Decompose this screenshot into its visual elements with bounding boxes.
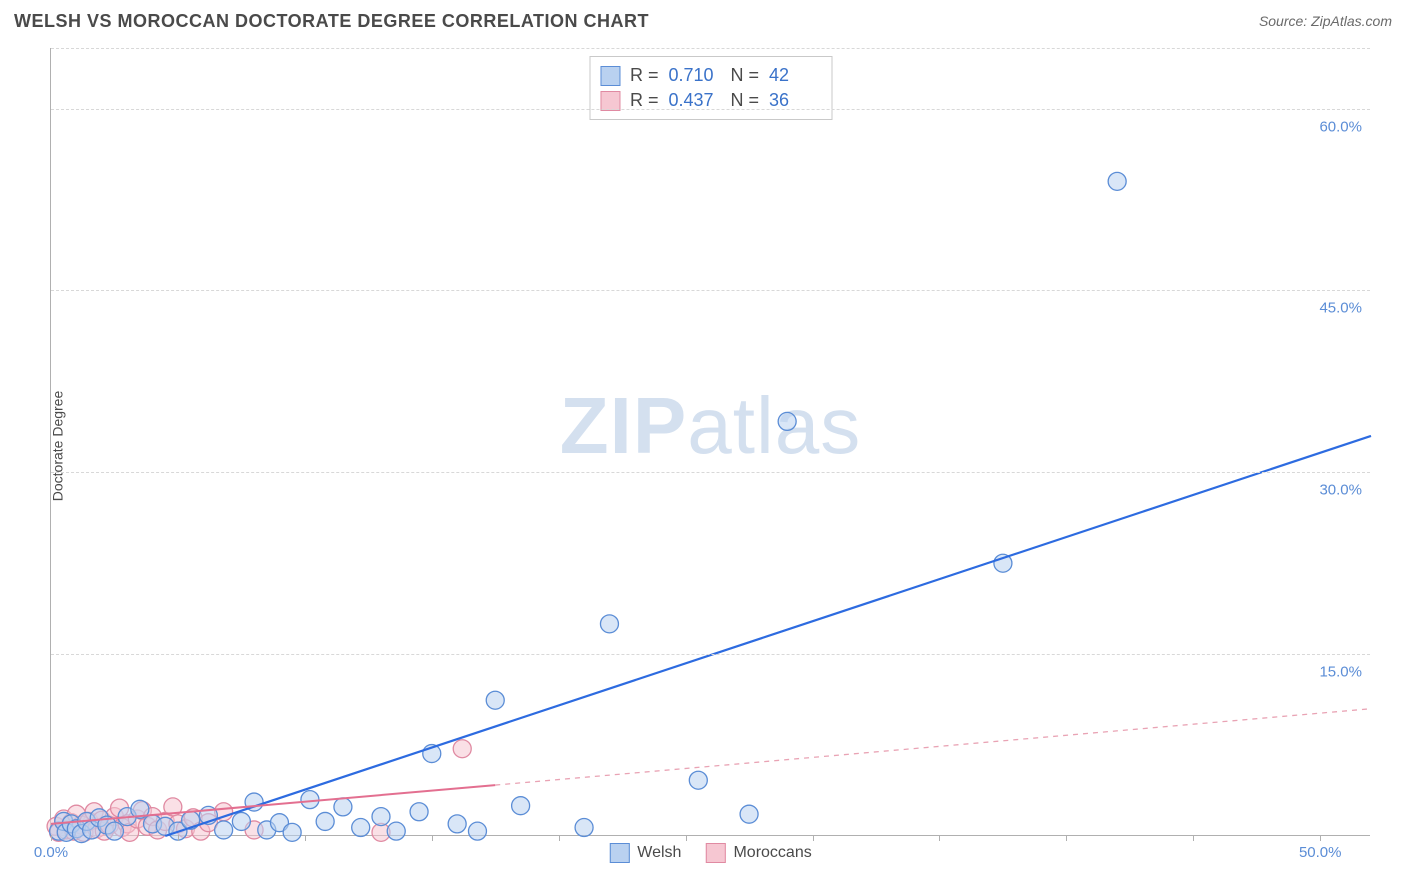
welsh-point (232, 812, 250, 830)
x-tick (559, 835, 560, 841)
moroccans-point (453, 740, 471, 758)
chart-plot-area: ZIPatlas R =0.710N =42R =0.437N =36 Wels… (50, 48, 1370, 836)
gridline (51, 290, 1370, 291)
y-tick-label: 15.0% (1319, 664, 1362, 681)
x-tick (1066, 835, 1067, 841)
legend-item-moroccans: Moroccans (705, 843, 811, 863)
n-label: N = (731, 65, 760, 86)
x-tick (178, 835, 179, 841)
welsh-point (316, 812, 334, 830)
welsh-point (689, 771, 707, 789)
x-tick (1320, 835, 1321, 841)
welsh-point (448, 815, 466, 833)
x-tick (686, 835, 687, 841)
x-tick (813, 835, 814, 841)
legend-item-welsh: Welsh (609, 843, 681, 863)
gridline (51, 48, 1370, 49)
gridline (51, 109, 1370, 110)
moroccans-legend-swatch (705, 843, 725, 863)
y-tick-label: 30.0% (1319, 482, 1362, 499)
welsh-point (301, 791, 319, 809)
welsh-point (575, 819, 593, 837)
welsh-point (512, 797, 530, 815)
gridline (51, 654, 1370, 655)
welsh-point (1108, 172, 1126, 190)
legend-label: Welsh (637, 844, 681, 862)
welsh-trendline (165, 436, 1371, 836)
correlation-stats-box: R =0.710N =42R =0.437N =36 (589, 56, 832, 120)
chart-title: WELSH VS MOROCCAN DOCTORATE DEGREE CORRE… (14, 11, 649, 32)
chart-svg (51, 48, 1370, 835)
r-label: R = (630, 65, 659, 86)
legend: Welsh Moroccans (609, 843, 811, 863)
moroccans-swatch (600, 91, 620, 111)
x-tick (939, 835, 940, 841)
welsh-point (283, 823, 301, 841)
x-tick (1193, 835, 1194, 841)
x-tick (51, 835, 52, 841)
welsh-swatch (600, 66, 620, 86)
welsh-point (334, 798, 352, 816)
r-value: 0.710 (669, 65, 721, 86)
chart-header: WELSH VS MOROCCAN DOCTORATE DEGREE CORRE… (0, 0, 1406, 42)
x-tick-label: 50.0% (1299, 844, 1342, 861)
y-tick-label: 60.0% (1319, 118, 1362, 135)
x-tick (432, 835, 433, 841)
x-tick (305, 835, 306, 841)
chart-source: Source: ZipAtlas.com (1259, 13, 1392, 29)
welsh-point (372, 808, 390, 826)
welsh-point (778, 412, 796, 430)
welsh-point (600, 615, 618, 633)
stats-row-welsh: R = 0.710 N = 42 (600, 63, 821, 88)
welsh-point (486, 691, 504, 709)
legend-label: Moroccans (733, 844, 811, 862)
welsh-point (215, 821, 233, 839)
welsh-point (468, 822, 486, 840)
moroccans-trendline-extrapolated (495, 709, 1371, 785)
welsh-legend-swatch (609, 843, 629, 863)
n-value: 42 (769, 65, 821, 86)
welsh-point (352, 819, 370, 837)
x-tick-label: 0.0% (34, 844, 68, 861)
welsh-point (740, 805, 758, 823)
welsh-point (410, 803, 428, 821)
welsh-point (387, 822, 405, 840)
gridline (51, 472, 1370, 473)
welsh-point (105, 822, 123, 840)
y-tick-label: 45.0% (1319, 300, 1362, 317)
